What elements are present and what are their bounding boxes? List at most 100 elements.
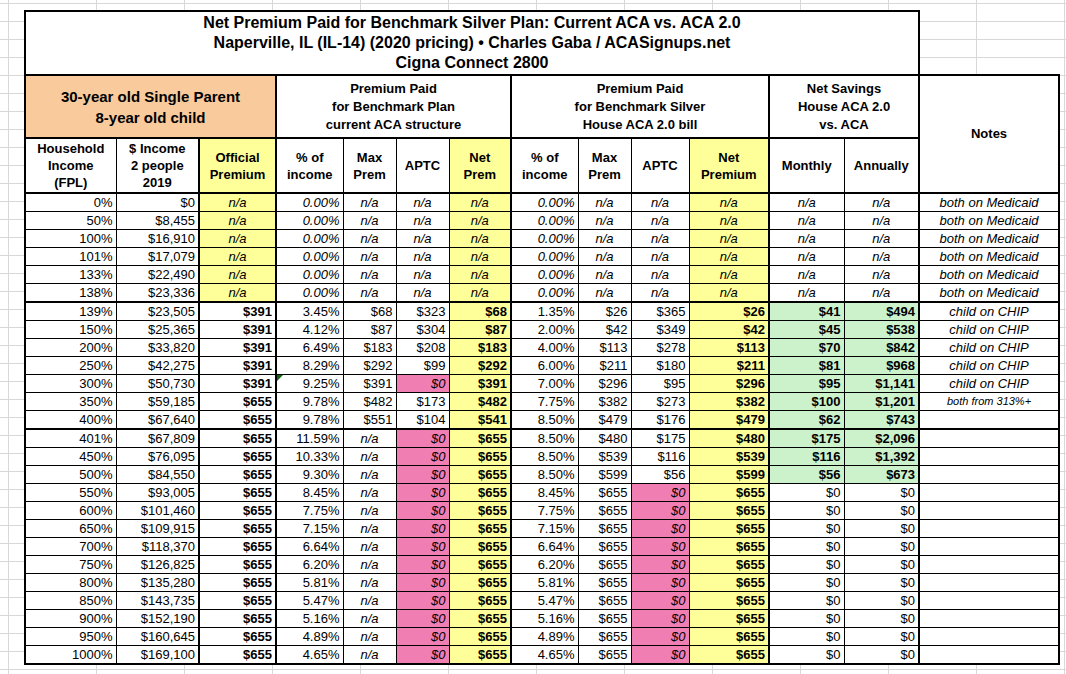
cell-max1: n/a bbox=[343, 193, 396, 212]
cell-aptc1: $304 bbox=[396, 321, 449, 339]
cell-net2: $655 bbox=[689, 646, 769, 665]
cell-pct1: 9.30% bbox=[276, 466, 343, 484]
cell-pct2: 0.00% bbox=[511, 248, 578, 266]
cell-aptc1: $0 bbox=[396, 466, 449, 484]
sheet-gridline bbox=[8, 0, 9, 674]
cell-annually: $1,201 bbox=[844, 393, 919, 411]
table-row: 600%$101,460$6557.75%n/a$0$6557.75%$655$… bbox=[25, 502, 1059, 520]
cell-official: $655 bbox=[199, 502, 276, 520]
cell-pct1: 9.78% bbox=[276, 393, 343, 411]
cell-fpl: 133% bbox=[25, 266, 116, 284]
cell-note bbox=[919, 466, 1059, 484]
cell-aptc1: n/a bbox=[396, 193, 449, 212]
cell-note bbox=[919, 628, 1059, 646]
cell-income: $25,365 bbox=[116, 321, 199, 339]
col-header-net-premium-aca2: Net Premium bbox=[689, 138, 769, 193]
cell-net1: $482 bbox=[449, 393, 511, 411]
cell-aptc1: n/a bbox=[396, 212, 449, 230]
cell-max1: $391 bbox=[343, 375, 396, 393]
cell-annually: $1,392 bbox=[844, 448, 919, 466]
cell-net1: $391 bbox=[449, 375, 511, 393]
cell-aptc2: $180 bbox=[631, 357, 689, 375]
cell-income: $59,185 bbox=[116, 393, 199, 411]
cell-fpl: 350% bbox=[25, 393, 116, 411]
cell-max2: $655 bbox=[578, 628, 631, 646]
cell-monthly: $0 bbox=[769, 592, 844, 610]
cell-net1: n/a bbox=[449, 248, 511, 266]
cell-note: both on Medicaid bbox=[919, 230, 1059, 248]
cell-max2: $655 bbox=[578, 556, 631, 574]
cell-max2: $655 bbox=[578, 502, 631, 520]
cell-note bbox=[919, 610, 1059, 628]
cell-net1: $541 bbox=[449, 411, 511, 430]
cell-pct1: 5.81% bbox=[276, 574, 343, 592]
cell-income: $143,735 bbox=[116, 592, 199, 610]
cell-aptc1: n/a bbox=[396, 284, 449, 303]
cell-max1: n/a bbox=[343, 230, 396, 248]
cell-fpl: 250% bbox=[25, 357, 116, 375]
cell-aptc1: $208 bbox=[396, 339, 449, 357]
table-header: Net Premium Paid for Benchmark Silver Pl… bbox=[25, 11, 1059, 193]
cell-official: $655 bbox=[199, 520, 276, 538]
cell-aptc2: $0 bbox=[631, 502, 689, 520]
cell-official: $655 bbox=[199, 466, 276, 484]
cell-net1: $655 bbox=[449, 538, 511, 556]
cell-income: $67,809 bbox=[116, 429, 199, 448]
cell-max1: $551 bbox=[343, 411, 396, 430]
cell-aptc1: $0 bbox=[396, 610, 449, 628]
cell-note bbox=[919, 520, 1059, 538]
cell-aptc1: $0 bbox=[396, 556, 449, 574]
table-row: 50%$8,455n/a0.00%n/an/an/a0.00%n/an/an/a… bbox=[25, 212, 1059, 230]
cell-pct2: 8.50% bbox=[511, 411, 578, 430]
cell-income: $8,455 bbox=[116, 212, 199, 230]
cell-monthly: $0 bbox=[769, 502, 844, 520]
cell-aptc1: $0 bbox=[396, 628, 449, 646]
notes-column-header: Notes bbox=[919, 75, 1059, 193]
cell-net1: n/a bbox=[449, 284, 511, 303]
cell-annually: $0 bbox=[844, 646, 919, 665]
cell-max1: n/a bbox=[343, 484, 396, 502]
table-row: 101%$17,079n/a0.00%n/an/an/a0.00%n/an/an… bbox=[25, 248, 1059, 266]
spreadsheet: Net Premium Paid for Benchmark Silver Pl… bbox=[24, 10, 1060, 665]
cell-official: n/a bbox=[199, 284, 276, 303]
cell-monthly: $45 bbox=[769, 321, 844, 339]
cell-aptc2: $278 bbox=[631, 339, 689, 357]
cell-fpl: 50% bbox=[25, 212, 116, 230]
cell-max1: $292 bbox=[343, 357, 396, 375]
cell-monthly: $0 bbox=[769, 610, 844, 628]
cell-note bbox=[919, 484, 1059, 502]
cell-note: both on Medicaid bbox=[919, 248, 1059, 266]
cell-aptc1: $104 bbox=[396, 411, 449, 430]
cell-pct2: 4.00% bbox=[511, 339, 578, 357]
cell-aptc1: $0 bbox=[396, 520, 449, 538]
cell-max2: n/a bbox=[578, 284, 631, 303]
cell-aptc1: $0 bbox=[396, 448, 449, 466]
cell-fpl: 400% bbox=[25, 411, 116, 430]
table-row: 100%$16,910n/a0.00%n/an/an/a0.00%n/an/an… bbox=[25, 230, 1059, 248]
cell-net2: $480 bbox=[689, 429, 769, 448]
cell-aptc2: n/a bbox=[631, 193, 689, 212]
cell-max1: n/a bbox=[343, 466, 396, 484]
cell-max1: n/a bbox=[343, 448, 396, 466]
cell-annually: $0 bbox=[844, 484, 919, 502]
cell-net1: $655 bbox=[449, 448, 511, 466]
cell-aptc2: $0 bbox=[631, 556, 689, 574]
cell-fpl: 138% bbox=[25, 284, 116, 303]
cell-max2: n/a bbox=[578, 193, 631, 212]
cell-annually: $494 bbox=[844, 302, 919, 321]
cell-net1: n/a bbox=[449, 230, 511, 248]
cell-note: child on CHIP bbox=[919, 375, 1059, 393]
cell-net2: $382 bbox=[689, 393, 769, 411]
cell-fpl: 900% bbox=[25, 610, 116, 628]
cell-max1: n/a bbox=[343, 574, 396, 592]
cell-monthly: $0 bbox=[769, 556, 844, 574]
cell-net1: $292 bbox=[449, 357, 511, 375]
cell-pct2: 5.47% bbox=[511, 592, 578, 610]
cell-income: $0 bbox=[116, 193, 199, 212]
cell-income: $169,100 bbox=[116, 646, 199, 665]
cell-income: $67,640 bbox=[116, 411, 199, 430]
cell-annually: n/a bbox=[844, 193, 919, 212]
cell-pct1: 3.45% bbox=[276, 302, 343, 321]
cell-aptc2: $0 bbox=[631, 574, 689, 592]
cell-net2: n/a bbox=[689, 212, 769, 230]
